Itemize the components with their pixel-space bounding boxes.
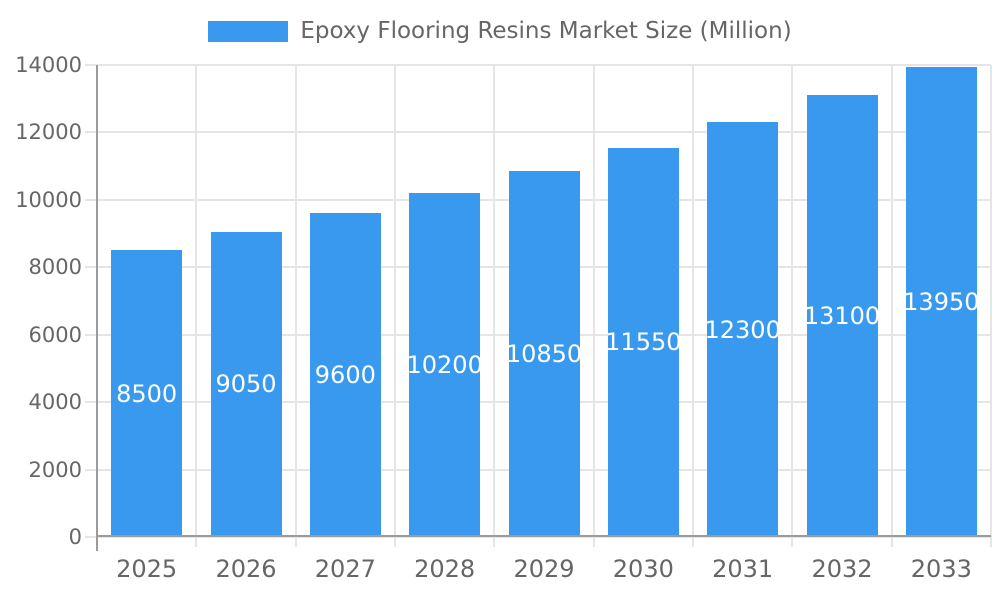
x-tick-label: 2031 [712,555,774,583]
v-gridline [394,65,396,547]
legend-swatch [208,20,289,42]
bar-value-label: 10200 [406,351,483,380]
x-tick-label: 2025 [116,555,178,583]
bar-value-label: 13950 [903,287,980,316]
x-tick-label: 2032 [811,555,873,583]
bar-value-label: 10850 [505,340,583,369]
v-gridline [195,65,198,547]
bar-value-label: 11550 [605,328,682,357]
v-gridline [791,65,794,547]
y-tick-label: 6000 [28,322,82,347]
bar-value-label: 12300 [704,315,781,344]
bar-2032[interactable]: 13100 [803,95,881,537]
bar-2030[interactable]: 11550 [605,147,682,537]
bar-value-label: 8500 [116,379,178,408]
x-tick-label: 2029 [513,555,575,583]
v-gridline [592,65,595,547]
y-tick-label: 14000 [15,53,82,77]
bar-value-label: 13100 [803,302,881,331]
bar-2028[interactable]: 10200 [406,193,483,537]
y-tick-label: 0 [68,525,82,549]
bar-2027[interactable]: 9600 [309,213,381,537]
legend-label: Epoxy Flooring Resins Market Size (Milli… [300,18,792,44]
v-gridline [890,65,893,547]
v-gridline [990,65,992,547]
bar-2025[interactable]: 8500 [111,250,183,537]
x-tick-label: 2028 [414,555,476,583]
bar-value-label: 9600 [314,361,376,390]
bar-2033[interactable]: 13950 [903,66,980,537]
v-gridline [692,65,694,547]
y-tick-label: 10000 [15,187,82,212]
legend[interactable]: Epoxy Flooring Resins Market Size (Milli… [0,18,1000,44]
x-tick-label: 2033 [910,555,972,583]
y-axis-line [96,65,98,551]
h-gridline [85,536,991,538]
x-axis-line [97,535,991,537]
y-tick-label: 4000 [28,390,82,415]
y-tick-label: 2000 [28,457,82,482]
bar-value-label: 9050 [215,370,277,399]
x-tick-label: 2026 [215,555,277,583]
bar-2031[interactable]: 12300 [704,122,781,537]
x-tick-label: 2027 [314,555,376,583]
y-tick-label: 8000 [28,255,82,280]
v-gridline [493,65,496,547]
v-gridline [294,65,297,547]
h-gridline [85,64,991,66]
bar-2026[interactable]: 9050 [210,231,282,537]
y-tick-label: 12000 [15,120,82,145]
x-tick-label: 2030 [612,555,674,583]
h-gridline [85,131,991,134]
bar-2029[interactable]: 10850 [505,171,583,537]
plot-area: 8500 9050 9600 10200 10850 11550 12300 13100 139… [85,64,992,551]
